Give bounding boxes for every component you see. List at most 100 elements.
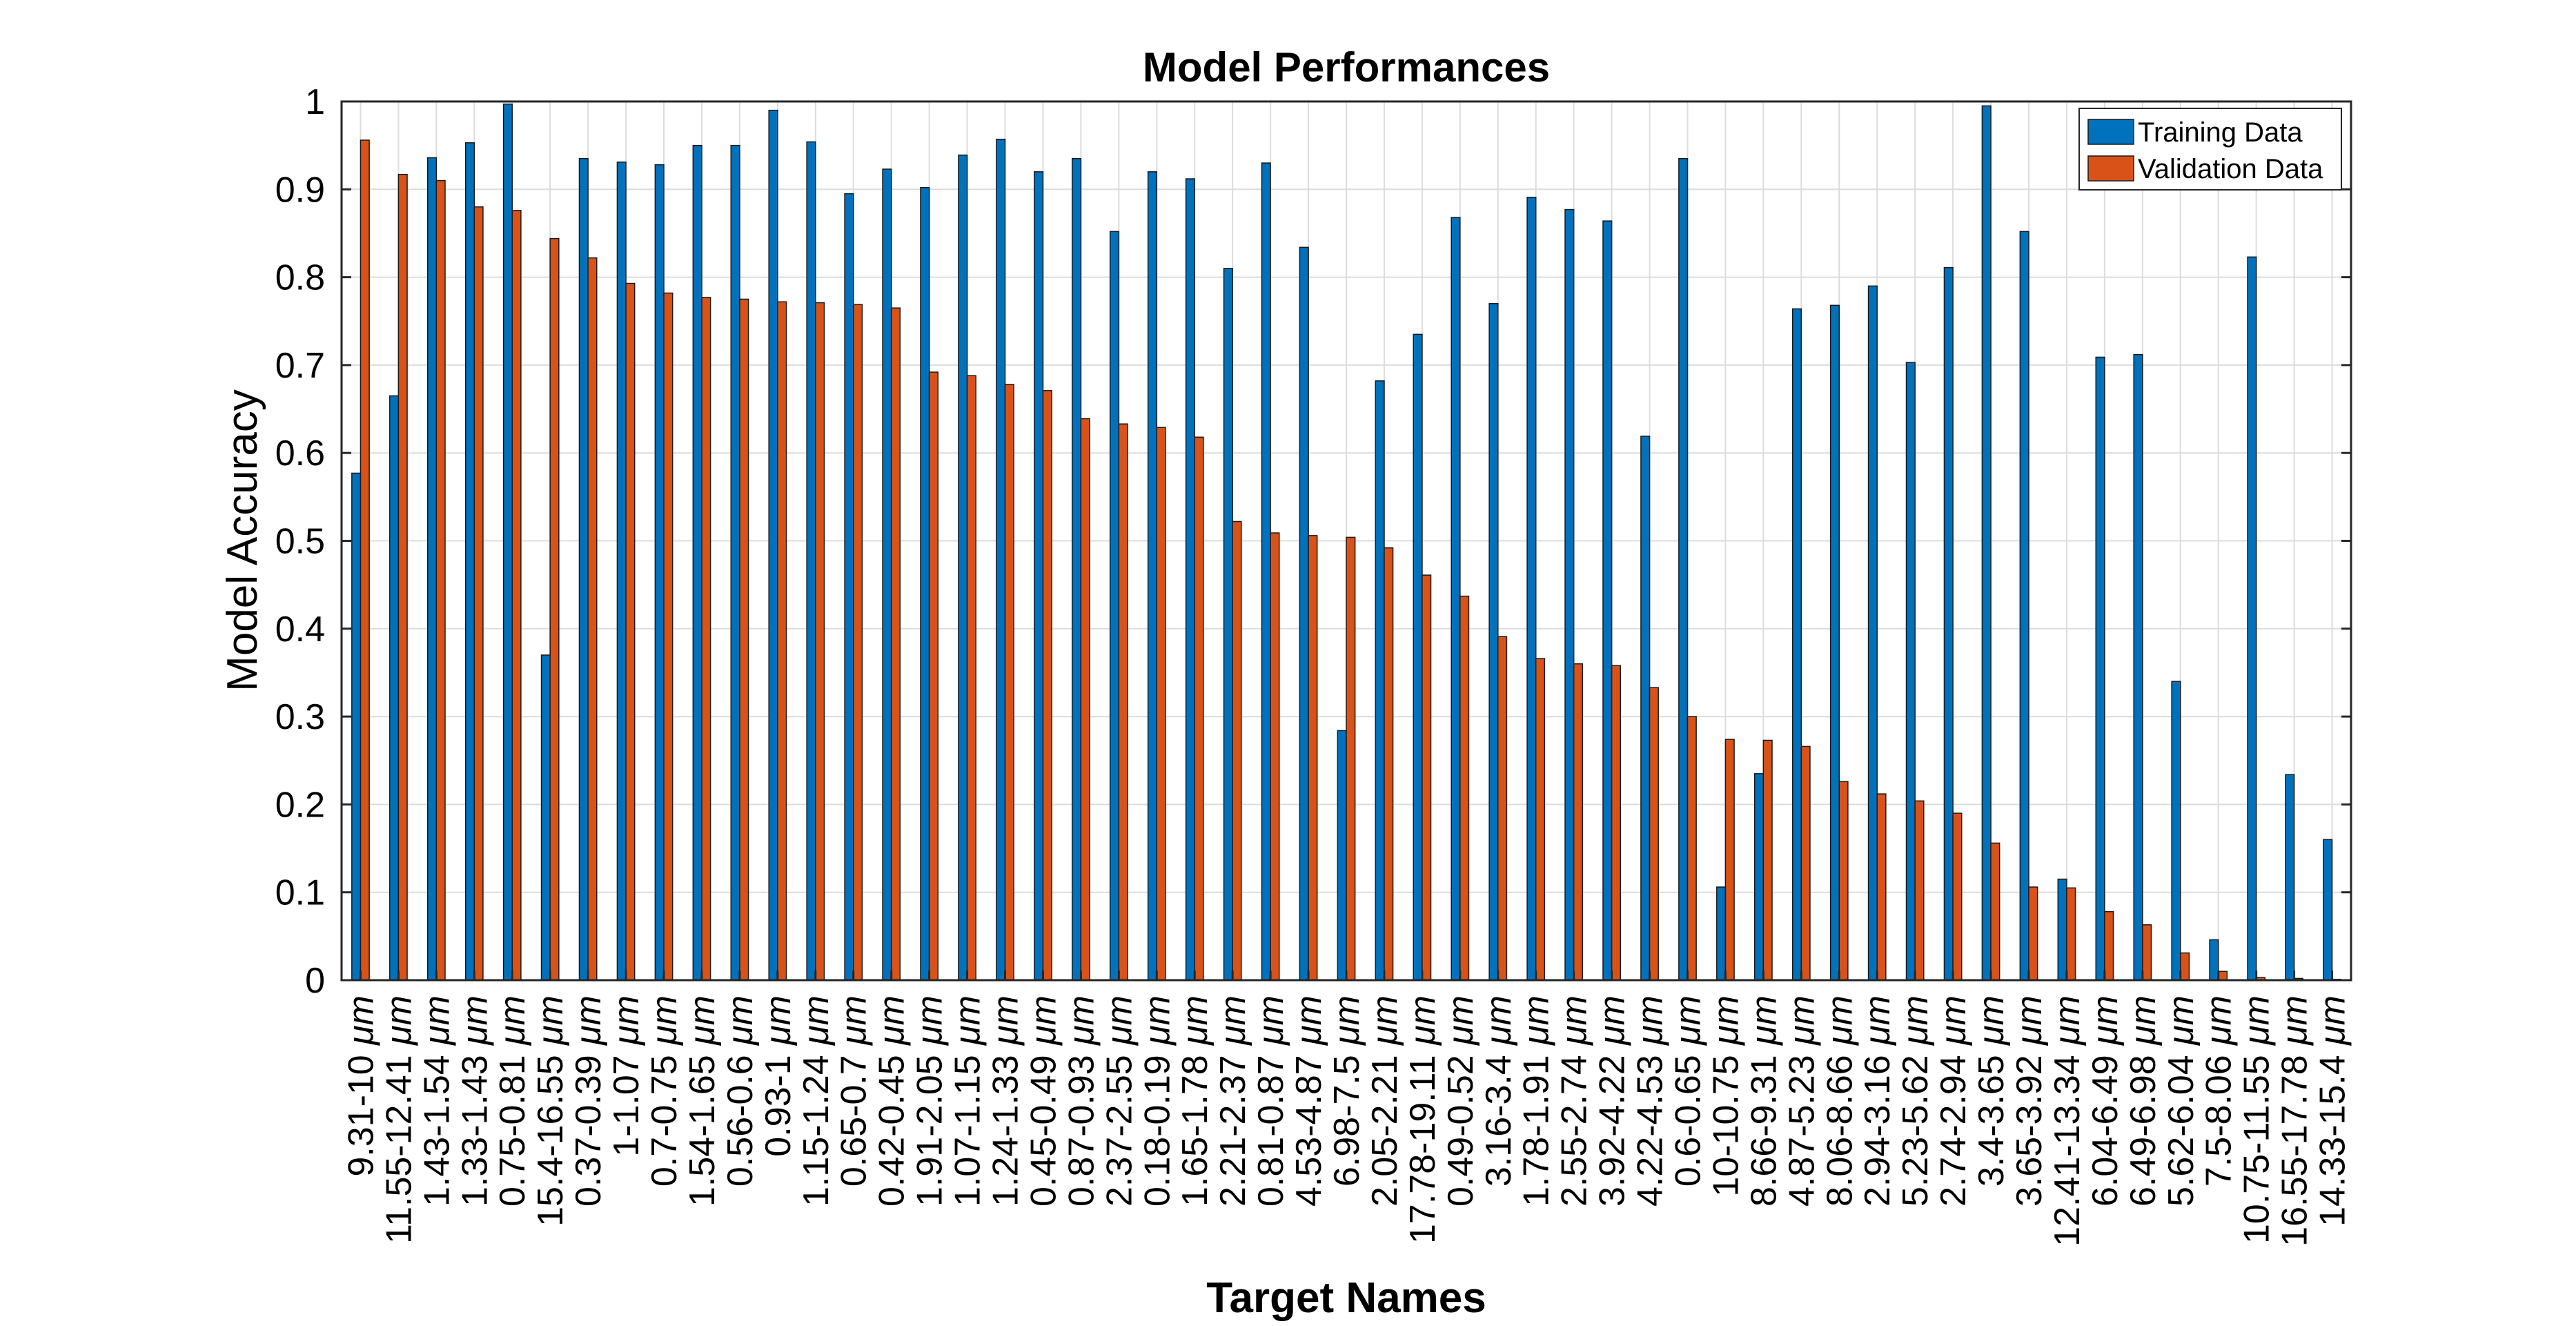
x-tick-label: 0.81-0.87 μm — [1251, 995, 1291, 1207]
x-tick-range: 2.74-2.94 — [1934, 1055, 1974, 1207]
x-tick-range: 2.94-3.16 — [1858, 1055, 1898, 1207]
x-tick-label: 0.56-0.6 μm — [720, 995, 760, 1187]
x-tick-unit: μm — [1213, 995, 1253, 1055]
x-tick-range: 9.31-10 — [341, 1055, 381, 1176]
x-tick-label: 1-1.07 μm — [607, 995, 647, 1157]
x-tick-unit: μm — [341, 995, 381, 1055]
x-tick-range: 0.18-0.19 — [1137, 1055, 1177, 1207]
x-tick-unit: μm — [1934, 995, 1974, 1055]
bar-training — [1753, 773, 1764, 981]
bar-validation — [1497, 636, 1508, 981]
x-tick-label: 3.4-3.65 μm — [1972, 995, 2012, 1187]
legend-label-validation: Validation Data — [2138, 154, 2323, 184]
x-tick-range: 6.49-6.98 — [2123, 1055, 2163, 1207]
y-tick-label: 0.3 — [275, 697, 325, 737]
x-tick-label: 2.94-3.16 μm — [1858, 995, 1898, 1207]
x-tick-label: 6.98-7.5 μm — [1327, 995, 1367, 1187]
x-tick-range: 2.55-2.74 — [1555, 1055, 1595, 1207]
x-tick-label: 2.05-2.21 μm — [1365, 995, 1405, 1207]
bar-training — [1451, 217, 1461, 981]
bar-training — [1829, 304, 1840, 981]
bar-validation — [739, 298, 749, 981]
x-tick-range: 0.45-0.49 — [1023, 1055, 1063, 1207]
bar-validation — [2217, 971, 2228, 981]
x-tick-label: 0.7-0.75 μm — [645, 995, 685, 1187]
x-tick-unit: μm — [569, 995, 609, 1055]
bar-validation — [1459, 595, 1470, 981]
x-tick-label: 2.55-2.74 μm — [1555, 995, 1595, 1207]
bar-validation — [1990, 842, 2000, 981]
bar-validation — [1952, 812, 1963, 981]
x-tick-range: 8.06-8.66 — [1820, 1055, 1860, 1207]
x-tick-unit: μm — [379, 995, 419, 1055]
x-tick-label: 0.75-0.81 μm — [493, 995, 533, 1207]
x-tick-range: 1.54-1.65 — [682, 1055, 722, 1207]
x-tick-range: 1.33-1.43 — [455, 1055, 495, 1207]
bar-validation — [701, 297, 711, 981]
bar-validation — [852, 304, 863, 981]
bar-training — [1905, 362, 1916, 981]
bar-training — [540, 654, 551, 981]
x-tick-label: 11.55-12.41 μm — [379, 995, 419, 1244]
x-tick-label: 1.15-1.24 μm — [796, 995, 836, 1207]
x-tick-label: 0.18-0.19 μm — [1137, 995, 1177, 1207]
legend-swatch-validation — [2087, 155, 2134, 182]
bar-training — [389, 395, 400, 981]
bar-training — [654, 164, 665, 981]
bar-validation — [2142, 924, 2152, 981]
y-axis-ticks: 0 0.1 0.2 0.3 0.4 0.5 0.6 0.7 0.8 0.9 1 — [275, 82, 2351, 1001]
x-tick-unit: μm — [1327, 995, 1367, 1055]
x-tick-range: 4.53-4.87 — [1289, 1055, 1329, 1207]
bar-validation — [1080, 418, 1090, 981]
x-axis-label: Target Names — [1206, 1274, 1486, 1322]
x-tick-range: 0.56-0.6 — [720, 1055, 760, 1187]
bar-training — [2095, 356, 2105, 981]
x-tick-range: 10-10.75 — [1706, 1055, 1746, 1196]
x-tick-range: 16.55-17.78 — [2275, 1055, 2315, 1247]
bar-validation — [549, 237, 560, 981]
x-tick-range: 0.42-0.45 — [872, 1055, 912, 1207]
bar-training — [2323, 839, 2333, 981]
y-tick-label: 0.1 — [275, 873, 325, 913]
x-tick-unit: μm — [2237, 995, 2277, 1055]
x-tick-unit: μm — [2123, 995, 2163, 1055]
bar-validation — [1384, 547, 1394, 981]
bar-validation — [1800, 745, 1811, 981]
x-tick-range: 1.78-1.91 — [1517, 1055, 1557, 1207]
x-tick-label: 10.75-11.55 μm — [2237, 995, 2277, 1244]
x-tick-unit: μm — [1744, 995, 1784, 1055]
bar-validation — [966, 375, 976, 981]
y-tick-label: 0.4 — [275, 610, 325, 650]
bar-training — [692, 144, 702, 981]
bar-training — [1981, 105, 1992, 981]
bar-training — [958, 154, 968, 981]
x-tick-unit: μm — [1023, 995, 1063, 1055]
bar-validation — [777, 301, 787, 981]
x-tick-unit: μm — [1517, 995, 1557, 1055]
x-tick-unit: μm — [1403, 995, 1443, 1055]
x-tick-unit: μm — [455, 995, 495, 1055]
x-tick-range: 6.04-6.49 — [2085, 1055, 2125, 1207]
x-tick-range: 0.65-0.7 — [834, 1055, 874, 1187]
x-tick-range: 2.37-2.55 — [1099, 1055, 1139, 1207]
bar-validation — [625, 282, 636, 981]
x-tick-label: 0.87-0.93 μm — [1061, 995, 1101, 1207]
bar-validation — [1004, 384, 1014, 981]
x-tick-range: 1.65-1.78 — [1175, 1055, 1215, 1207]
x-tick-unit: μm — [986, 995, 1026, 1055]
bar-validation — [1308, 535, 1318, 981]
y-tick-label: 1 — [305, 82, 325, 122]
bar-training — [1223, 268, 1233, 981]
bar-training — [578, 157, 589, 981]
x-tick-unit: μm — [531, 995, 571, 1055]
bar-validation — [1042, 390, 1052, 981]
bar-training — [1375, 380, 1385, 981]
x-tick-unit: μm — [1896, 995, 1936, 1055]
x-tick-label: 4.53-4.87 μm — [1289, 995, 1329, 1207]
x-tick-unit: μm — [1820, 995, 1860, 1055]
x-tick-unit: μm — [2275, 995, 2315, 1055]
x-tick-unit: μm — [796, 995, 836, 1055]
x-tick-label: 1.33-1.43 μm — [455, 995, 495, 1207]
bar-validation — [1156, 427, 1166, 981]
x-tick-label: 0.42-0.45 μm — [872, 995, 912, 1207]
